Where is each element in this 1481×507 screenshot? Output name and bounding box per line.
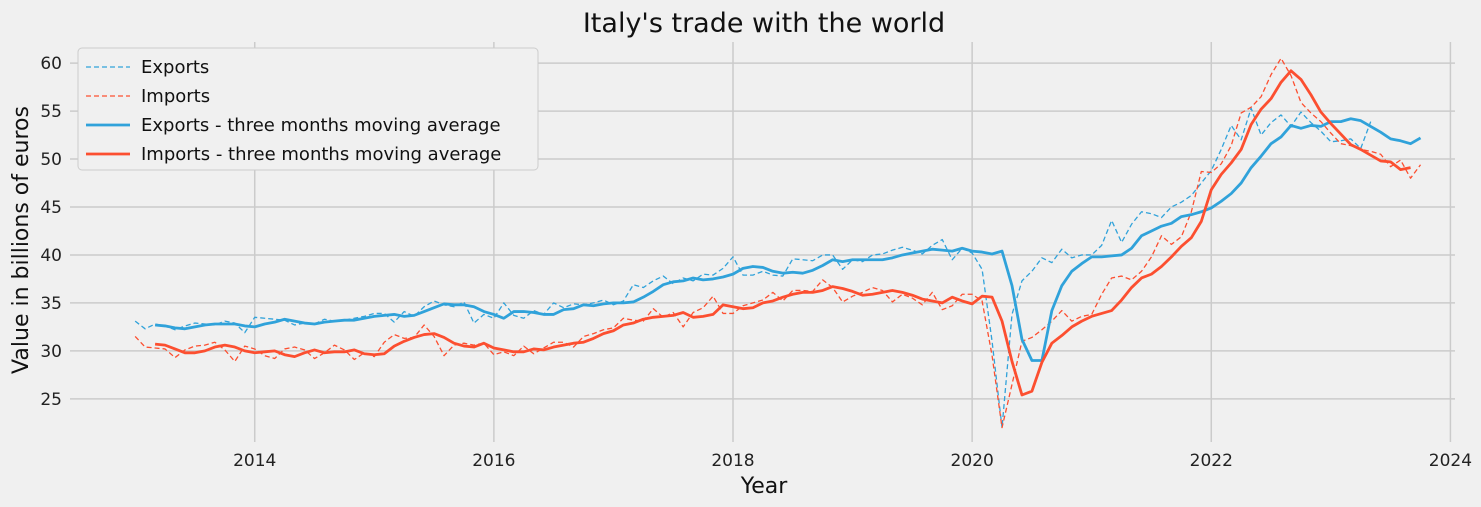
series-line-exports-three-months-moving-average (154, 117, 1422, 362)
legend: Exports Imports Exports - three months mov… (77, 47, 539, 171)
tick-labels: 2014 2016 2018 2020 2022 2024 25 30 35 40 45 50 55 60 (40, 54, 1472, 471)
legend-box (77, 47, 539, 171)
y-tick-label-55: 55 (40, 102, 62, 122)
x-axis-label: Year (740, 474, 789, 499)
y-axis-label: Value in billions of euros (9, 106, 34, 374)
y-tick-label-60: 60 (40, 54, 62, 74)
y-tick-label-50: 50 (40, 150, 62, 170)
legend-entry-imports: Imports (141, 86, 210, 107)
grid (70, 42, 1455, 442)
legend-entry-exports-three-months-moving-average: Exports - three months moving average (141, 115, 501, 136)
y-tick-label-40: 40 (40, 246, 62, 266)
x-tick-label-2018: 2018 (711, 451, 754, 471)
chart-title: Italy's trade with the world (583, 8, 945, 39)
legend-entry-imports-three-months-moving-average: Imports - three months moving average (141, 144, 501, 165)
y-tick-label-35: 35 (40, 294, 62, 314)
y-tick-label-30: 30 (40, 342, 62, 362)
x-tick-label-2016: 2016 (472, 451, 515, 471)
series-line-imports-three-months-moving-average (154, 69, 1411, 397)
series-group (134, 57, 1422, 429)
x-tick-label-2022: 2022 (1190, 451, 1233, 471)
x-tick-label-2020: 2020 (951, 451, 994, 471)
x-tick-label-2014: 2014 (233, 451, 276, 471)
y-tick-label-25: 25 (40, 390, 62, 410)
y-tick-label-45: 45 (40, 198, 62, 218)
series-line-imports (134, 57, 1422, 429)
legend-entry-exports: Exports (141, 57, 209, 78)
x-tick-label-2024: 2024 (1429, 451, 1472, 471)
